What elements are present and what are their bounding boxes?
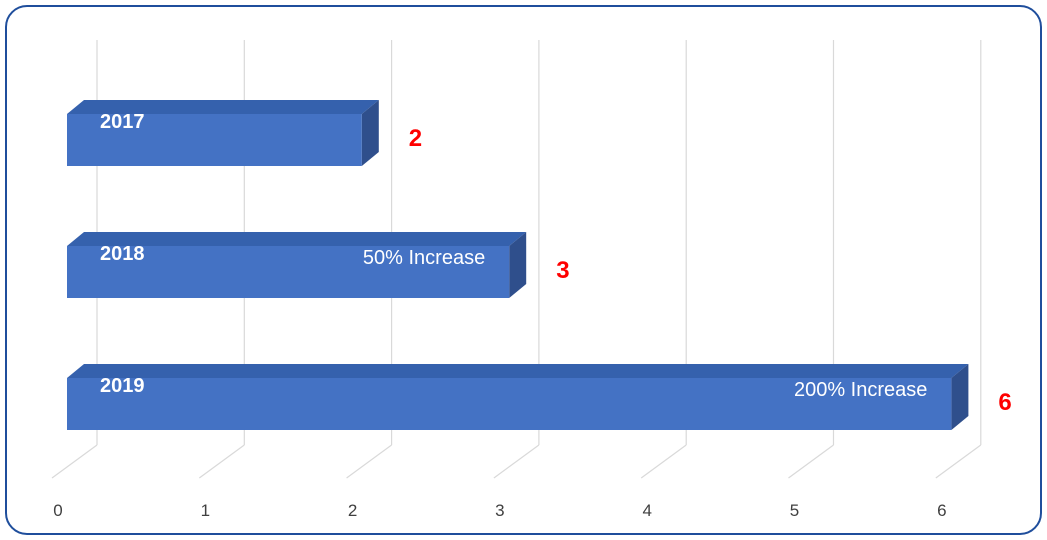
bars [67, 100, 969, 430]
category-label: 2019 [100, 375, 145, 397]
bar-annotation: 50% Increase [363, 247, 485, 269]
x-tick-label: 0 [53, 501, 62, 520]
floor-gridline [788, 444, 834, 479]
floor-gridline [346, 444, 392, 479]
bar-side-face [509, 232, 527, 298]
value-label: 3 [556, 257, 569, 284]
labels: 0 1 2 3 4 5 6 2017 2 2018 50% Increase 3 2019 200% In… [53, 111, 1011, 520]
x-tick-label: 4 [642, 501, 651, 520]
floor-gridline [51, 444, 98, 479]
x-tick-label: 2 [348, 501, 357, 520]
value-label: 2 [409, 125, 422, 152]
bar-top-face [67, 364, 969, 378]
floor-gridline [493, 444, 540, 479]
floor-gridline [640, 444, 687, 479]
bar-side-face [951, 364, 969, 430]
floor-gridline [198, 444, 245, 479]
category-label: 2018 [100, 243, 145, 265]
floor-gridline [935, 444, 982, 479]
x-tick-label: 6 [937, 501, 946, 520]
bar [67, 378, 952, 430]
bar-side-face [361, 100, 379, 166]
value-label: 6 [998, 389, 1011, 416]
bar [67, 114, 362, 166]
bar-top-face [67, 232, 527, 246]
bar-annotation: 200% Increase [794, 379, 927, 401]
category-label: 2017 [100, 111, 145, 133]
x-tick-label: 1 [201, 501, 210, 520]
bar [67, 246, 510, 298]
bar-top-face [67, 100, 379, 114]
x-tick-label: 5 [790, 501, 799, 520]
x-tick-label: 3 [495, 501, 504, 520]
